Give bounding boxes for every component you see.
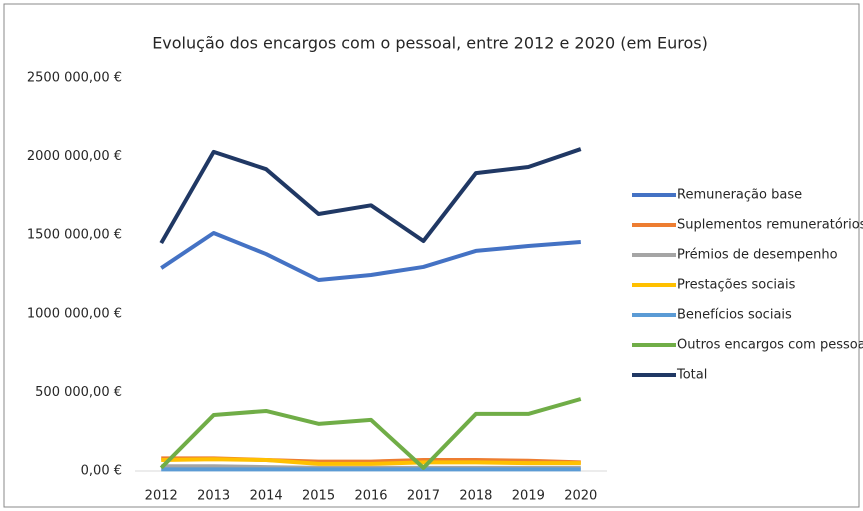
y-tick-label: 1500 000,00 € <box>27 228 122 243</box>
legend-label: Benefícios sociais <box>677 308 792 323</box>
y-tick-label: 2500 000,00 € <box>27 71 122 86</box>
legend-label: Total <box>676 368 707 383</box>
legend-label: Prestações sociais <box>677 278 796 293</box>
x-tick-label: 2016 <box>354 489 387 504</box>
x-tick-label: 2018 <box>459 489 492 504</box>
x-tick-label: 2020 <box>564 489 597 504</box>
chart-title: Evolução dos encargos com o pessoal, ent… <box>152 34 708 53</box>
x-tick-label: 2017 <box>407 489 440 504</box>
legend-label: Prémios de desempenho <box>677 248 838 263</box>
line-series <box>161 457 581 466</box>
y-tick-label: 1000 000,00 € <box>27 306 122 321</box>
y-tick-label: 500 000,00 € <box>35 385 122 400</box>
x-tick-label: 2015 <box>302 489 335 504</box>
x-tick-label: 2014 <box>250 489 283 504</box>
x-tick-label: 2019 <box>512 489 545 504</box>
chart-frame <box>3 3 860 508</box>
y-tick-label: 2000 000,00 € <box>27 149 122 164</box>
line-series <box>159 397 582 470</box>
y-tick-label: 0,00 € <box>81 464 122 479</box>
line-series <box>159 147 582 245</box>
legend-label: Remuneração base <box>677 188 802 203</box>
legend-label: Suplementos remuneratórios <box>677 218 863 233</box>
x-tick-label: 2013 <box>197 489 230 504</box>
line-series <box>160 230 581 283</box>
x-tick-label: 2012 <box>145 489 178 504</box>
legend-label: Outros encargos com pessoal <box>677 338 863 353</box>
